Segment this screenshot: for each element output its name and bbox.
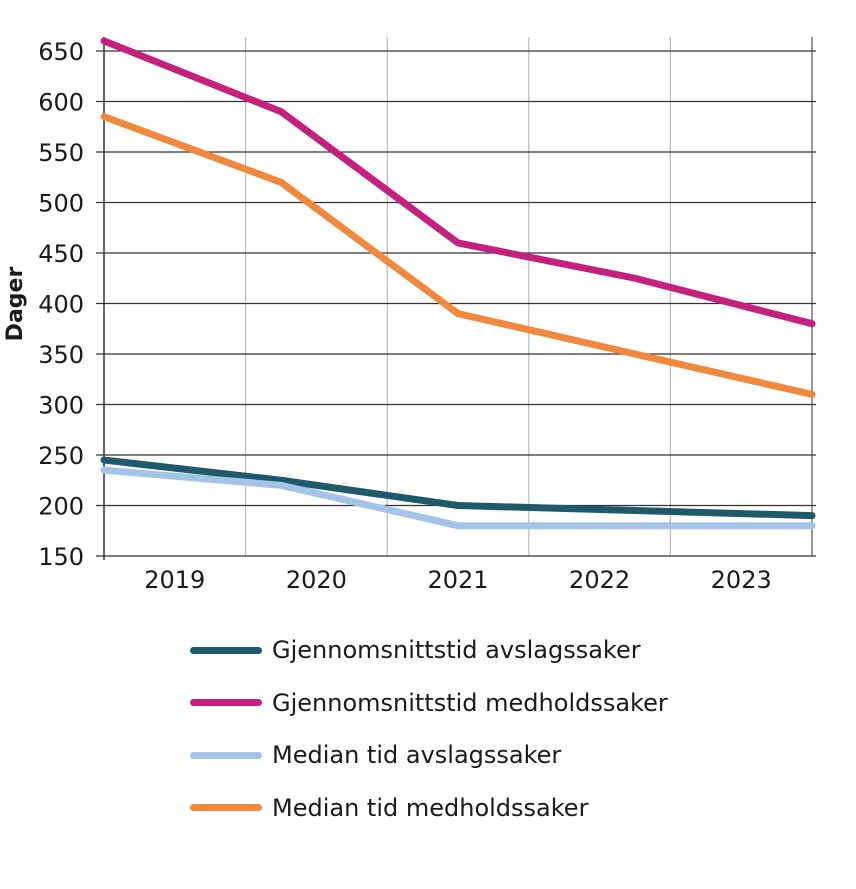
x-tick-label: 2020: [286, 566, 347, 594]
legend-item: Gjennomsnittstid medholdssaker: [190, 677, 668, 730]
series-line: [100, 113, 816, 398]
y-tick-label: 650: [38, 38, 84, 66]
legend: Gjennomsnittstid avslagssaker Gjennomsni…: [190, 624, 668, 834]
line-chart: 150 200 250 300 350 400 450 500 550 600 650 2019 202…: [3, 37, 816, 594]
y-tick-label: 200: [38, 493, 84, 521]
series-line: [100, 466, 816, 530]
y-tick-label: 500: [38, 190, 84, 218]
y-tick-label: 550: [38, 139, 84, 167]
legend-label: Gjennomsnittstid medholdssaker: [272, 688, 668, 717]
y-tick-label: 350: [38, 341, 84, 369]
legend-label: Median tid avslagssaker: [272, 741, 562, 770]
legend-swatch: [190, 804, 262, 812]
series-line: [100, 456, 816, 520]
y-tick-label: 600: [38, 89, 84, 117]
x-tick-label: 2021: [427, 566, 488, 594]
legend-item: Gjennomsnittstid avslagssaker: [190, 624, 668, 677]
legend-swatch: [190, 646, 262, 654]
x-tick-label: 2023: [711, 566, 772, 594]
y-tick-label: 250: [38, 442, 84, 470]
x-tick-label: 2019: [144, 566, 205, 594]
x-tick-label: 2022: [569, 566, 630, 594]
legend-label: Median tid medholdssaker: [272, 793, 589, 822]
legend-item: Median tid medholdssaker: [190, 782, 668, 835]
legend-label: Gjennomsnittstid avslagssaker: [272, 636, 641, 665]
legend-item: Median tid avslagssaker: [190, 729, 668, 782]
y-tick-label: 400: [38, 291, 84, 319]
series-line: [100, 37, 816, 328]
y-tick-label: 450: [38, 240, 84, 268]
legend-swatch: [190, 751, 262, 759]
y-tick-label: 300: [38, 392, 84, 420]
legend-swatch: [190, 699, 262, 707]
y-axis-label: Dager: [3, 267, 28, 342]
y-tick-label: 150: [38, 543, 84, 571]
